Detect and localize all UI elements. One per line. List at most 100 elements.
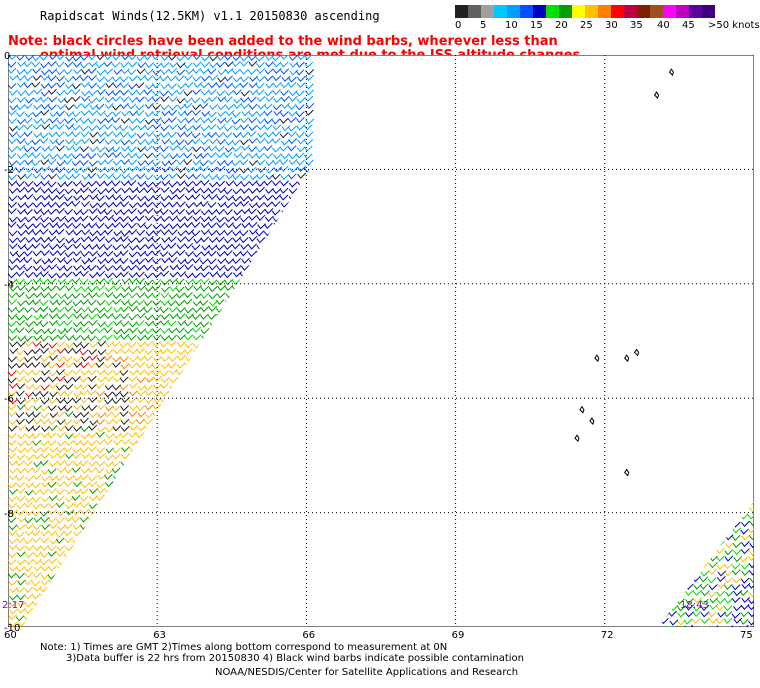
- wind-barb: [152, 201, 162, 208]
- wind-barb: [17, 398, 26, 405]
- wind-barb: [216, 90, 226, 97]
- wind-barb: [96, 152, 106, 159]
- wind-barb: [103, 111, 113, 118]
- wind-barb: [304, 95, 314, 102]
- wind-barb: [272, 146, 281, 153]
- wind-barb: [127, 397, 137, 404]
- wind-barb: [232, 257, 242, 264]
- wind-barb: [136, 244, 146, 251]
- wind-barb: [669, 619, 679, 626]
- wind-barb: [144, 397, 154, 404]
- wind-barb: [176, 362, 186, 369]
- wind-barb: [136, 377, 146, 384]
- wind-barb: [80, 369, 90, 376]
- wind-barb: [72, 321, 82, 328]
- wind-barb: [73, 341, 83, 348]
- wind-barb: [88, 319, 98, 327]
- wind-barb: [160, 370, 169, 377]
- wind-barb: [128, 334, 137, 341]
- wind-barb: [24, 501, 33, 508]
- wind-barb: [25, 293, 35, 300]
- wind-barb: [8, 109, 17, 116]
- wind-barb: [151, 249, 161, 256]
- wind-barb: [240, 200, 250, 207]
- wind-barb: [95, 382, 105, 390]
- wind-barb: [17, 216, 27, 223]
- wind-barb: [31, 285, 41, 292]
- wind-barb: [32, 111, 42, 118]
- wind-barb: [47, 158, 57, 166]
- wind-barb: [199, 160, 209, 167]
- wind-barb: [144, 272, 154, 279]
- wind-barb: [159, 348, 169, 355]
- wind-barb: [64, 305, 74, 313]
- wind-barb: [33, 291, 43, 298]
- wind-barb: [8, 439, 17, 446]
- wind-barb: [121, 299, 130, 306]
- wind-barb: [707, 591, 717, 598]
- wind-barb: [16, 481, 25, 488]
- wind-barb: [15, 314, 25, 321]
- wind-barb: [80, 320, 90, 327]
- wind-barb: [225, 110, 235, 117]
- wind-barb: [256, 137, 266, 144]
- wind-barb: [41, 222, 50, 229]
- wind-barb: [232, 188, 242, 195]
- colorbar-segment: [624, 5, 637, 18]
- wind-barb: [8, 432, 17, 440]
- wind-barb: [144, 111, 154, 118]
- wind-barb: [135, 271, 145, 278]
- colorbar-label: 25: [580, 20, 593, 31]
- wind-barb: [81, 482, 91, 489]
- wind-barb: [40, 502, 50, 509]
- wind-barb: [73, 116, 83, 123]
- wind-barb: [152, 193, 162, 201]
- wind-barb: [216, 271, 226, 278]
- wind-barb: [8, 152, 17, 160]
- wind-barb: [715, 548, 725, 555]
- wind-barb: [249, 174, 259, 181]
- wind-barb: [120, 209, 130, 216]
- wind-barb: [200, 89, 210, 96]
- wind-barb: [144, 174, 154, 181]
- wind-barb: [40, 335, 49, 342]
- wind-barb: [56, 75, 65, 82]
- wind-barb: [25, 552, 34, 559]
- wind-barb: [80, 426, 90, 433]
- wind-barb: [144, 418, 153, 425]
- wind-barb: [32, 277, 42, 284]
- wind-barb: [183, 97, 193, 104]
- wind-barb: [49, 166, 58, 173]
- wind-barb: [80, 362, 89, 369]
- wind-barb: [740, 528, 749, 535]
- wind-barb: [692, 610, 702, 618]
- wind-barb: [683, 618, 693, 625]
- wind-barb: [280, 173, 290, 181]
- wind-barb: [240, 76, 250, 83]
- wind-barb: [303, 145, 313, 152]
- wind-barb: [153, 375, 163, 382]
- wind-barb: [128, 194, 138, 201]
- wind-barb: [72, 139, 82, 146]
- wind-barb: [136, 236, 145, 244]
- wind-barb: [32, 536, 42, 543]
- wind-barb: [64, 200, 73, 207]
- island-outline: [668, 68, 675, 77]
- wind-barb: [56, 167, 65, 174]
- wind-barb: [120, 117, 130, 124]
- wind-barb: [63, 356, 73, 363]
- wind-barb: [215, 236, 225, 243]
- wind-barb: [105, 214, 115, 221]
- wind-barb: [248, 68, 257, 75]
- wind-barb: [25, 383, 35, 390]
- wind-barb: [96, 284, 106, 291]
- wind-barb: [136, 418, 145, 425]
- wind-barb: [113, 230, 123, 237]
- wind-barb: [81, 222, 91, 229]
- wind-barb: [65, 503, 74, 510]
- wind-barb: [264, 152, 274, 159]
- wind-barb: [151, 137, 161, 145]
- wind-barb: [265, 160, 275, 167]
- wind-barb: [73, 403, 83, 411]
- wind-barb: [272, 180, 281, 187]
